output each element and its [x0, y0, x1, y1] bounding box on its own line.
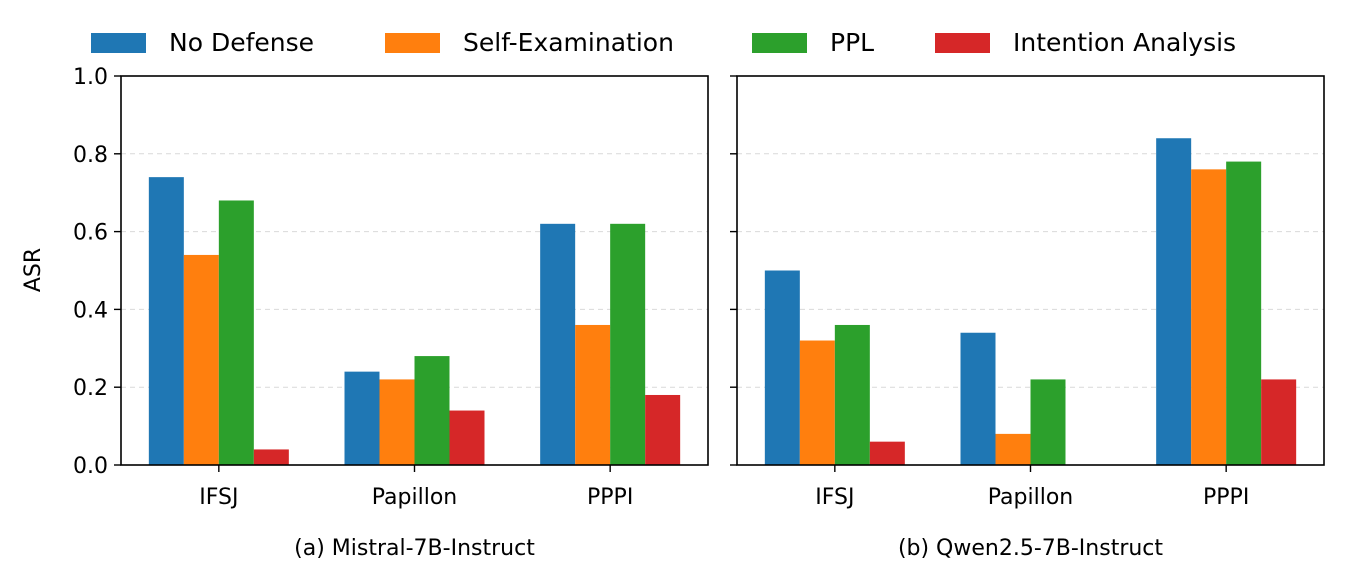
- legend-swatch: [752, 33, 807, 53]
- bar: [1261, 379, 1297, 465]
- x-tick-label: Papillon: [372, 485, 457, 510]
- bar: [1030, 379, 1066, 465]
- legend-item: PPL: [752, 28, 874, 57]
- legend-swatch: [935, 33, 990, 53]
- bar: [960, 332, 996, 465]
- bar: [575, 324, 611, 465]
- y-axis-label: ASR: [21, 248, 46, 292]
- y-tick-label: 1.0: [73, 65, 108, 90]
- bar: [1191, 169, 1227, 466]
- chart-panel-b: IFSJ Papillon PPPI (b) Qwen2.5-7B-Instruct: [730, 75, 1325, 561]
- bar: [1226, 161, 1262, 465]
- y-tick-label: 0.8: [73, 143, 108, 168]
- bar: [344, 371, 380, 465]
- bar: [995, 433, 1031, 465]
- bar: [449, 410, 485, 465]
- bar: [869, 441, 905, 465]
- legend: No Defense Self-Examination PPL Intention A…: [91, 28, 1236, 57]
- bar: [540, 223, 576, 465]
- bar: [834, 324, 870, 465]
- x-tick-label: IFSJ: [815, 485, 854, 510]
- legend-label: PPL: [830, 28, 874, 57]
- legend-label: No Defense: [169, 28, 314, 57]
- y-tick-label: 0.2: [73, 376, 108, 401]
- bar: [764, 270, 800, 465]
- x-tick-label: IFSJ: [199, 485, 238, 510]
- bar: [379, 379, 415, 465]
- bar: [799, 340, 835, 465]
- legend-label: Intention Analysis: [1013, 28, 1236, 57]
- panel-caption: (a) Mistral-7B-Instruct: [294, 536, 535, 561]
- y-tick-label: 0.0: [73, 454, 108, 479]
- y-tick-label: 0.6: [73, 221, 108, 246]
- legend-swatch: [385, 33, 440, 53]
- x-tick-label: PPPI: [587, 485, 633, 510]
- bar: [148, 177, 184, 465]
- legend-label: Self-Examination: [463, 28, 674, 57]
- bar: [645, 394, 681, 465]
- bar: [1156, 138, 1192, 466]
- bar: [218, 200, 254, 466]
- legend-swatch: [91, 33, 146, 53]
- legend-item: Intention Analysis: [935, 28, 1236, 57]
- bar: [610, 223, 646, 465]
- legend-item: No Defense: [91, 28, 314, 57]
- x-tick-label: Papillon: [988, 485, 1073, 510]
- panel-caption: (b) Qwen2.5-7B-Instruct: [898, 536, 1163, 561]
- bar: [414, 356, 450, 465]
- x-tick-label: PPPI: [1203, 485, 1249, 510]
- y-tick-label: 0.4: [73, 298, 108, 323]
- legend-item: Self-Examination: [385, 28, 674, 57]
- chart-panel-a: 0.0 0.2 0.4 0.6 0.8 1.0 IFSJ Papillon PPPI (a) Mi…: [73, 65, 709, 561]
- bar: [253, 449, 289, 465]
- bar: [183, 254, 219, 465]
